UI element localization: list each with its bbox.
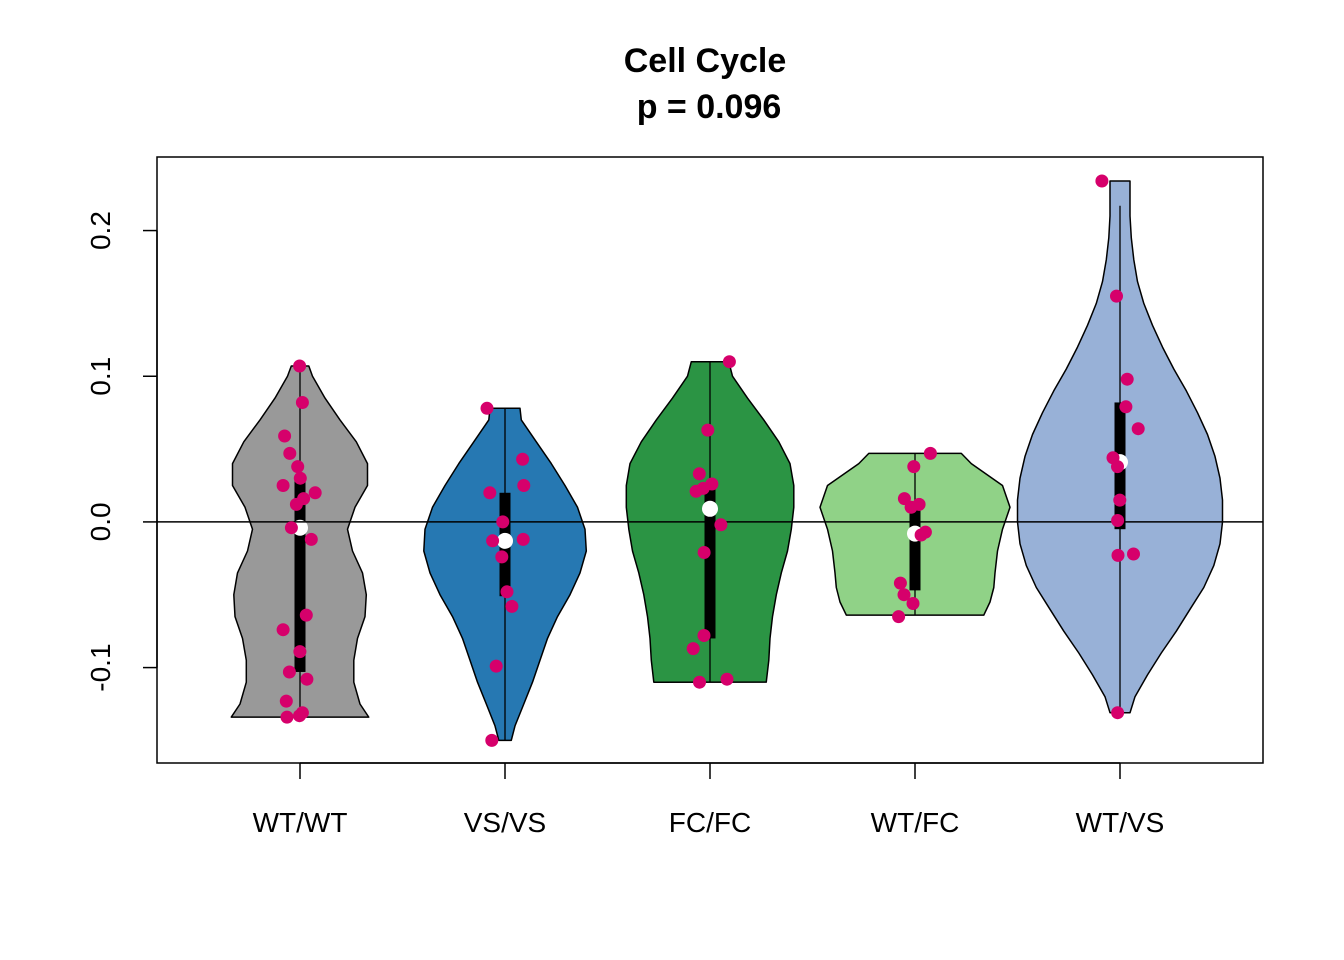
data-point (284, 521, 298, 535)
data-point (904, 500, 918, 514)
axes-layer: -0.1 0.0 0.1 0.2 WT/WT VS/VS FC/FC WT/FC WT/VS (85, 211, 1164, 838)
data-point (1111, 706, 1125, 720)
data-point (697, 629, 711, 642)
x-tick-label: VS/VS (464, 807, 546, 838)
x-tick-label: WT/WT (253, 807, 348, 838)
data-point (276, 623, 290, 637)
iqr-box (704, 482, 716, 639)
data-point (1095, 174, 1109, 188)
y-tick-label: 0.0 (85, 502, 116, 541)
x-tick-label: FC/FC (669, 807, 751, 838)
data-point (1131, 422, 1145, 436)
data-point (1113, 493, 1127, 507)
data-point (906, 597, 920, 610)
data-point (293, 471, 307, 485)
y-tick-label: 0.2 (85, 211, 116, 250)
data-point (897, 588, 911, 602)
violin-group-1 (230, 365, 370, 718)
data-point (1110, 289, 1123, 303)
data-point (1111, 548, 1125, 562)
data-point (495, 550, 509, 564)
data-point (291, 460, 305, 474)
data-point (283, 446, 297, 460)
median-point (702, 500, 718, 517)
data-point (1120, 372, 1134, 386)
data-point (278, 429, 292, 443)
data-point (489, 659, 503, 673)
data-point (486, 534, 500, 548)
data-point (720, 672, 734, 686)
data-point (686, 642, 700, 656)
data-point (304, 532, 318, 546)
data-point (697, 546, 711, 559)
violin-group-2 (423, 407, 588, 742)
violin-layer (157, 174, 1263, 747)
data-point (308, 486, 322, 500)
data-point (280, 710, 294, 724)
data-point (276, 479, 290, 492)
data-point (505, 599, 519, 613)
data-point (282, 665, 296, 679)
data-point (279, 694, 293, 708)
data-point (892, 610, 906, 624)
data-point (689, 484, 703, 498)
data-point (701, 423, 715, 437)
data-point (300, 672, 314, 686)
data-point (923, 446, 937, 460)
data-point (293, 359, 307, 373)
data-point (293, 709, 306, 723)
data-point (516, 452, 530, 466)
chart-subtitle: p = 0.096 (637, 88, 782, 126)
data-point (517, 479, 531, 492)
data-point (1111, 514, 1125, 527)
data-point (893, 576, 907, 590)
data-point (480, 401, 494, 415)
y-tick-label: -0.1 (85, 643, 116, 691)
data-point (496, 515, 510, 529)
y-tick-label: 0.1 (85, 357, 116, 396)
data-point (1119, 400, 1133, 414)
iqr-box (909, 502, 921, 591)
data-point (1127, 547, 1140, 561)
data-point (500, 585, 514, 599)
data-point (293, 645, 307, 659)
data-point (914, 528, 928, 542)
data-point (299, 608, 313, 622)
violin-group-5 (1016, 180, 1224, 714)
data-point (722, 355, 736, 369)
data-point (907, 460, 921, 474)
data-point (714, 518, 728, 532)
data-point (693, 675, 706, 689)
data-point (289, 497, 303, 511)
data-point (516, 532, 530, 546)
data-point (483, 486, 497, 500)
median-point (497, 532, 513, 549)
x-tick-label: WT/FC (871, 807, 960, 838)
data-point (295, 396, 309, 409)
data-point (692, 467, 706, 481)
data-point (485, 733, 499, 747)
iqr-box (294, 478, 306, 672)
chart-title: Cell Cycle (624, 42, 787, 80)
data-point (1111, 460, 1124, 474)
x-tick-label: WT/VS (1076, 807, 1165, 838)
